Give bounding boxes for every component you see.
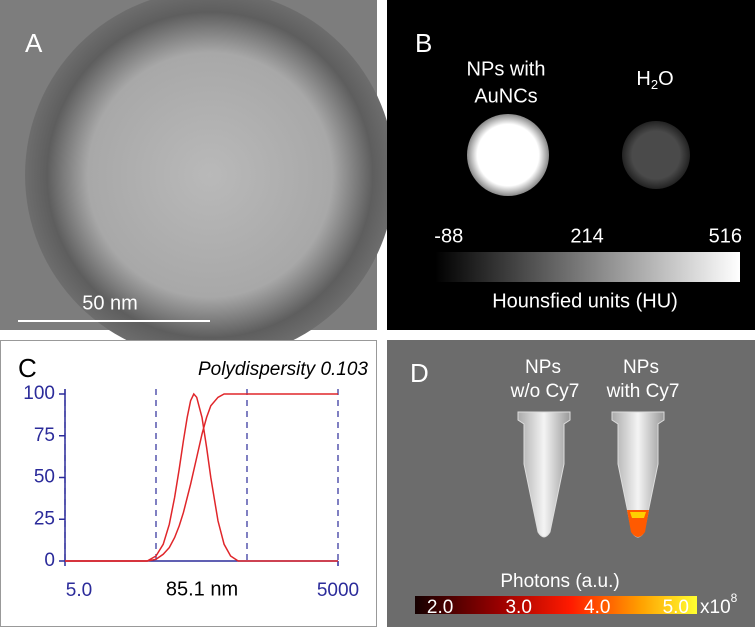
panel-c: C Polydispersity 0.103 85.1 nm 0 25 50 75 10… <box>1 341 377 627</box>
panel-label: A <box>25 28 43 58</box>
sample-label: NPs <box>525 357 561 378</box>
sample-label: AuNCs <box>474 85 537 107</box>
colorbar-tick-label: 2.0 <box>427 597 453 618</box>
superscript: 8 <box>731 591 738 605</box>
colorbar-tick-label: 3.0 <box>505 597 531 618</box>
panel-a: A 50 nm <box>0 0 395 360</box>
sample-label: NPs <box>623 357 659 378</box>
panel-label: C <box>18 353 37 383</box>
colorbar-title: Photons (a.u.) <box>500 571 619 592</box>
x-tick-label: 5000 <box>317 580 359 601</box>
y-tick-label: 100 <box>23 383 55 404</box>
text-part: H <box>636 68 650 90</box>
panel-d: D NPs w/o Cy7 NPs with Cy7 Photons (a.u.… <box>387 340 755 627</box>
text-part: x10 <box>700 597 731 618</box>
scale-bar-label: 50 nm <box>82 292 138 314</box>
colorbar-title: Hounsfied units (HU) <box>492 290 678 312</box>
annotation: 85.1 nm <box>166 578 238 600</box>
chart-title: Polydispersity 0.103 <box>198 359 368 380</box>
y-tick-label: 75 <box>34 425 55 446</box>
y-tick-label: 50 <box>34 467 55 488</box>
fluorescence-signal <box>630 512 646 518</box>
figure: A 50 nm B NPs with AuNCs H2O Hounsfied u… <box>0 0 755 627</box>
colorbar-tick-label: 5.0 <box>663 597 689 618</box>
panel-b: B NPs with AuNCs H2O Hounsfied units (HU… <box>387 0 755 330</box>
panel-label: D <box>410 358 429 388</box>
x-tick-label: 5.0 <box>66 580 92 601</box>
y-tick-label: 0 <box>44 550 55 571</box>
colorbar-tick-label: 214 <box>570 225 603 247</box>
sample-label: NPs with <box>467 58 546 80</box>
colorbar-tick-label: 4.0 <box>584 597 610 618</box>
y-tick-label: 25 <box>34 508 55 529</box>
tem-particle <box>25 0 395 360</box>
text-part: O <box>658 68 674 90</box>
sample-label: with Cy7 <box>606 381 680 402</box>
colorbar <box>415 596 697 614</box>
ct-spot <box>467 114 549 196</box>
sample-label: w/o Cy7 <box>510 381 580 402</box>
colorbar <box>435 252 740 282</box>
panel-label: B <box>415 28 432 58</box>
colorbar-tick-label: 516 <box>709 225 742 247</box>
colorbar-tick-label: -88 <box>434 225 463 247</box>
ct-spot <box>622 121 690 189</box>
subscript: 2 <box>651 77 658 92</box>
